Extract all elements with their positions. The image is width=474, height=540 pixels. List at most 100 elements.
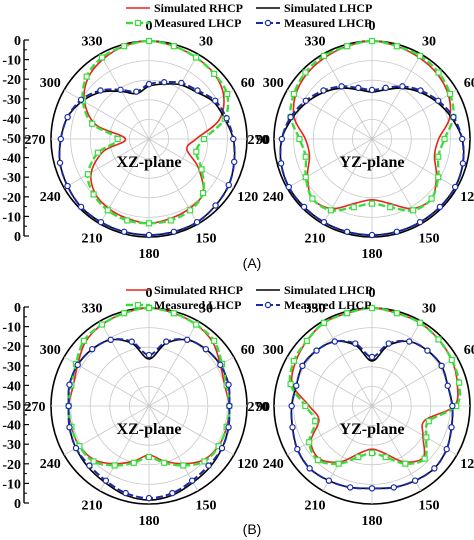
data-point-measured-lhcp-blue (302, 97, 310, 104)
data-point-measured-lhcp-blue (120, 228, 128, 235)
data-point-measured-lhcp-blue (288, 402, 295, 410)
data-point-measured-lhcp-blue (202, 345, 210, 353)
legend-marker (134, 19, 142, 27)
radial-tick-label: -10 (2, 477, 21, 492)
polar-grid-spoke (99, 320, 150, 407)
data-point-measured-lhcp-green (223, 90, 231, 98)
data-point-measured-lhcp-green (193, 148, 200, 155)
data-point-measured-lhcp-blue (77, 96, 85, 104)
data-point-measured-lhcp-green (435, 336, 442, 343)
polar-grid-spoke (322, 320, 373, 407)
data-point-measured-lhcp-green (393, 310, 400, 317)
data-point-measured-lhcp-blue (230, 135, 237, 143)
data-point-measured-lhcp-blue (352, 340, 359, 347)
radial-tick-label: -10 (2, 321, 21, 336)
data-point-measured-lhcp-green (192, 321, 200, 328)
radial-tick-label: 0 (14, 497, 21, 512)
data-point-measured-lhcp-blue (306, 465, 313, 472)
angle-tick-label: 270 (25, 400, 46, 415)
data-point-measured-lhcp-green (167, 217, 174, 224)
plane-label: XZ-plane (117, 421, 182, 438)
data-point-measured-lhcp-blue (287, 113, 294, 121)
data-point-measured-lhcp-blue (188, 477, 196, 484)
data-point-measured-lhcp-blue (417, 87, 424, 94)
data-point-measured-lhcp-blue (293, 382, 300, 389)
data-point-measured-lhcp-green (145, 304, 153, 312)
angle-tick-label: 30 (422, 301, 436, 316)
angle-tick-label: 120 (237, 457, 258, 472)
data-point-measured-lhcp-blue (211, 97, 219, 104)
data-point-measured-lhcp-blue (277, 160, 285, 167)
angle-tick-label: 150 (419, 499, 440, 514)
data-point-measured-lhcp-green (327, 207, 334, 214)
data-point-measured-lhcp-green (368, 449, 376, 457)
data-point-measured-lhcp-blue (459, 160, 467, 167)
polar-plot-3: 0 30 60 90 120 150 180 210 240 270 300 330 XZ-plane 0… (2, 286, 270, 529)
data-point-measured-lhcp-green (80, 337, 87, 344)
legend-marker (264, 19, 272, 27)
radial-tick-label: -40 (2, 379, 21, 394)
data-point-measured-lhcp-green (382, 454, 389, 461)
radial-tick-label: -20 (2, 458, 21, 473)
data-point-measured-lhcp-blue (443, 445, 450, 453)
polar-grid-spoke (99, 405, 150, 492)
polar-grid-spoke (371, 320, 422, 407)
data-point-measured-lhcp-green (368, 200, 376, 207)
data-point-measured-lhcp-green (302, 153, 309, 160)
data-point-measured-lhcp-blue (230, 158, 238, 166)
data-point-measured-lhcp-blue (218, 444, 226, 452)
data-point-measured-lhcp-green (320, 319, 328, 326)
data-point-measured-lhcp-blue (385, 340, 392, 347)
data-point-measured-lhcp-green (145, 220, 153, 227)
data-point-measured-lhcp-blue (434, 97, 442, 104)
data-point-measured-lhcp-blue (65, 402, 72, 410)
data-point-measured-lhcp-blue (64, 113, 71, 121)
legend-label-simulated-rhcp: Simulated RHCP (154, 1, 243, 15)
data-point-measured-lhcp-green (428, 195, 435, 202)
legend-label-simulated-lhcp: Simulated LHCP (284, 1, 372, 15)
legend-label-measured-lhcp-blue: Measured LHCP (284, 16, 371, 30)
data-point-measured-lhcp-blue (86, 462, 93, 469)
data-point-measured-lhcp-blue (102, 477, 110, 484)
data-point-measured-lhcp-blue (289, 424, 296, 431)
legend-label-simulated-rhcp: Simulated RHCP (154, 283, 243, 297)
data-point-measured-lhcp-blue (57, 135, 65, 143)
data-point-measured-lhcp-green (145, 37, 153, 45)
data-point-measured-lhcp-green (421, 455, 428, 462)
radial-tick-label: -30 (2, 360, 21, 375)
angle-tick-label: 180 (139, 247, 160, 262)
data-point-measured-lhcp-blue (278, 135, 286, 143)
angle-tick-label: 30 (199, 301, 213, 316)
radial-tick-label: -30 (2, 93, 21, 108)
polar-grid-spoke (371, 138, 458, 189)
angle-tick-label: 30 (199, 34, 213, 49)
polar-grid-spoke (371, 405, 458, 456)
data-point-measured-lhcp-blue (64, 182, 71, 190)
data-point-measured-lhcp-blue (299, 362, 306, 370)
data-point-measured-lhcp-green (296, 135, 303, 143)
data-point-measured-lhcp-green (98, 321, 106, 328)
radial-tick-label: 0 (14, 230, 21, 245)
data-point-measured-lhcp-green (402, 460, 409, 467)
radial-tick-label: -30 (2, 171, 21, 186)
data-point-measured-lhcp-blue (77, 203, 85, 211)
angle-tick-label: 150 (196, 499, 217, 514)
angle-tick-label: 270 (248, 133, 269, 148)
data-point-measured-lhcp-blue (163, 338, 170, 345)
angle-tick-label: 180 (139, 514, 160, 529)
data-point-measured-lhcp-blue (320, 218, 328, 226)
data-point-measured-lhcp-blue (320, 87, 327, 94)
legend-label-measured-lhcp-green: Measured LHCP (154, 16, 241, 30)
angle-tick-label: 330 (305, 34, 326, 49)
data-point-measured-lhcp-green (121, 43, 128, 50)
data-point-measured-lhcp-blue (338, 83, 345, 90)
data-point-measured-lhcp-blue (145, 494, 153, 502)
angle-tick-label: 240 (263, 190, 284, 205)
angle-tick-label: 300 (263, 343, 284, 358)
angle-tick-label: 150 (196, 232, 217, 247)
data-point-measured-lhcp-green (355, 454, 362, 461)
data-point-measured-lhcp-blue (393, 228, 401, 235)
angle-tick-label: 180 (362, 247, 383, 262)
angle-tick-label: 120 (460, 457, 474, 472)
